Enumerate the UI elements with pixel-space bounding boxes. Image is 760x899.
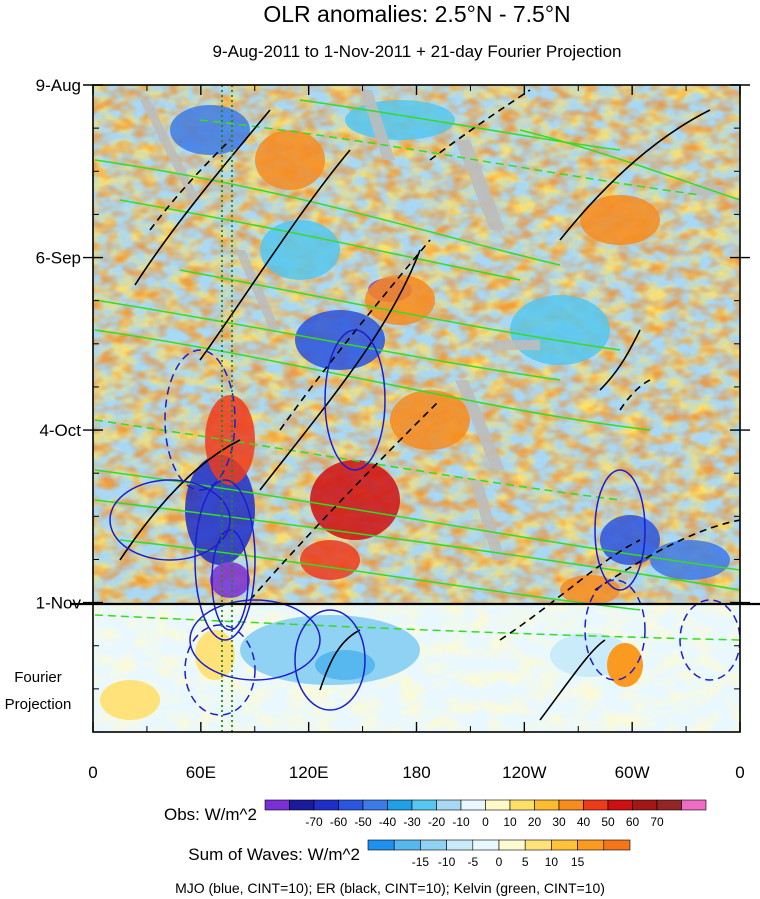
x-tick-label: 60W xyxy=(615,763,650,782)
obs-colorbar-label: Obs: W/m^2 xyxy=(164,805,257,824)
colorbar-swatch xyxy=(338,799,364,811)
plot-area xyxy=(70,84,760,733)
obs-colorbar: -70 -60 -50 -40 -30 -20 -10 0 10 20 30 40 50 60 70 xyxy=(264,799,707,829)
colorbar-tick-label: 50 xyxy=(601,815,615,829)
y-tick-label: 9-Aug xyxy=(36,76,81,95)
x-tick-label: 120W xyxy=(502,763,546,782)
x-tick-label: 120E xyxy=(289,763,329,782)
colorbar-tick-label: 10 xyxy=(503,815,517,829)
colorbar-swatch xyxy=(472,839,500,851)
mjo-contours xyxy=(109,329,740,716)
colorbar-tick-label: -70 xyxy=(305,815,323,829)
colorbar-tick-label: -40 xyxy=(379,815,397,829)
colorbar-tick-label: -60 xyxy=(330,815,348,829)
colorbar-swatch xyxy=(387,799,413,811)
waves-colorbar: -15 -10 -5 0 5 10 15 xyxy=(367,839,631,869)
y-tick-label: 6-Sep xyxy=(36,249,81,268)
colorbar-tick-label: -10 xyxy=(438,855,456,869)
colorbar-swatch xyxy=(498,839,526,851)
colorbar-swatch xyxy=(393,839,421,851)
waves-colorbar-label: Sum of Waves: W/m^2 xyxy=(188,845,360,864)
colorbar-tick-label: -10 xyxy=(452,815,470,829)
colorbar-swatch xyxy=(420,839,447,851)
colorbar-swatch xyxy=(411,799,437,811)
colorbar-tick-label: 15 xyxy=(571,855,585,869)
projection-label-line2: Projection xyxy=(5,696,72,713)
colorbar-swatch xyxy=(632,799,658,811)
colorbar-swatch xyxy=(603,839,631,851)
colorbar-tick-label: -30 xyxy=(403,815,421,829)
contour-legend: MJO (blue, CINT=10); ER (black, CINT=10)… xyxy=(175,880,605,896)
y-axis: 9-Aug 6-Sep 4-Oct 1-Nov xyxy=(36,76,750,733)
x-tick-label: 60E xyxy=(186,763,216,782)
colorbar-swatch xyxy=(534,799,560,811)
y-tick-label: 4-Oct xyxy=(39,421,81,440)
colorbar-tick-label: -50 xyxy=(354,815,372,829)
colorbar-swatch xyxy=(583,799,609,811)
colorbar-tick-label: -15 xyxy=(412,855,430,869)
colorbar-swatch xyxy=(577,839,605,851)
colorbar-tick-label: 0 xyxy=(482,815,489,829)
colorbar-tick-label: 20 xyxy=(528,815,542,829)
colorbar-tick-label: 5 xyxy=(522,855,529,869)
colorbar-swatch xyxy=(681,799,707,811)
colorbar-swatch xyxy=(551,839,578,851)
colorbar-tick-label: 0 xyxy=(496,855,503,869)
colorbar-tick-label: 30 xyxy=(552,815,566,829)
colorbar-swatch xyxy=(367,839,395,851)
chart-title: OLR anomalies: 2.5°N - 7.5°N xyxy=(263,1,570,27)
colorbar-swatch xyxy=(558,799,584,811)
projection-field xyxy=(93,604,740,732)
x-tick-label: 180 xyxy=(402,763,430,782)
colorbar-swatch xyxy=(436,799,462,811)
colorbar-swatch xyxy=(524,839,552,851)
colorbar-tick-label: 60 xyxy=(626,815,640,829)
colorbar-swatch xyxy=(362,799,388,811)
colorbar-swatch xyxy=(460,799,486,811)
x-tick-label: 0 xyxy=(88,763,97,782)
colorbar-tick-label: 10 xyxy=(545,855,559,869)
colorbar-swatch xyxy=(509,799,535,811)
colorbar-tick-label: -20 xyxy=(428,815,446,829)
contour-lines xyxy=(94,85,740,732)
colorbar-swatch xyxy=(264,799,290,811)
chart-subtitle: 9-Aug-2011 to 1-Nov-2011 + 21-day Fourie… xyxy=(212,42,621,61)
colorbar-swatch xyxy=(485,799,511,811)
colorbar-swatch xyxy=(607,799,633,811)
colorbar-tick-label: 70 xyxy=(650,815,664,829)
projection-label-line1: Fourier xyxy=(14,669,62,686)
er-contours xyxy=(119,89,740,721)
colorbar-swatch xyxy=(313,799,339,811)
colorbar-swatch xyxy=(289,799,315,811)
x-axis: 0 60E 120E 180 120W 60W 0 xyxy=(88,85,745,782)
colorbar-tick-label: -5 xyxy=(467,855,478,869)
colorbar-tick-label: 40 xyxy=(577,815,591,829)
colorbar-swatch xyxy=(656,799,682,811)
y-tick-label: 1-Nov xyxy=(36,594,82,613)
x-tick-label: 0 xyxy=(735,763,744,782)
colorbar-swatch xyxy=(446,839,474,851)
